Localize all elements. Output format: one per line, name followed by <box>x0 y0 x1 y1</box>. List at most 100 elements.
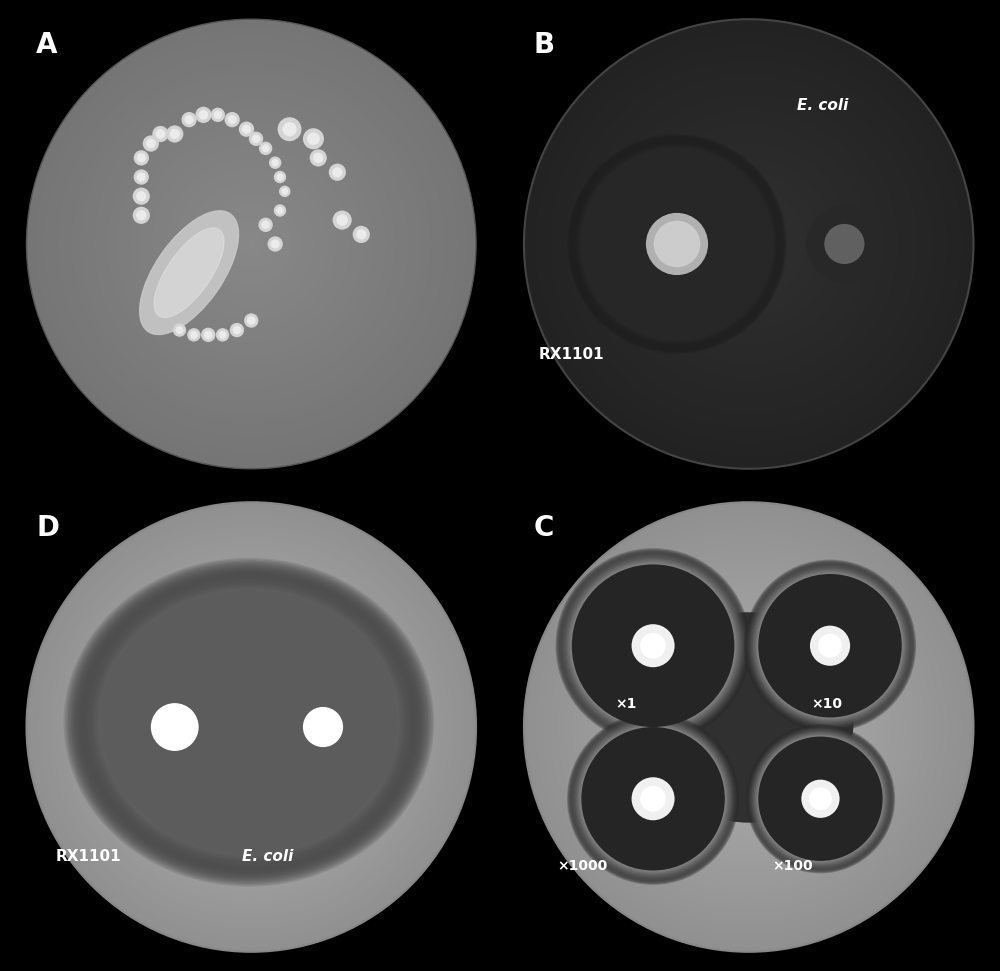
Circle shape <box>663 158 835 330</box>
Circle shape <box>303 707 343 747</box>
Circle shape <box>578 723 729 874</box>
Circle shape <box>651 629 846 824</box>
Circle shape <box>599 577 899 877</box>
Circle shape <box>148 141 355 348</box>
Circle shape <box>570 562 737 729</box>
Circle shape <box>546 42 951 447</box>
Circle shape <box>741 720 756 734</box>
Ellipse shape <box>65 559 433 886</box>
Circle shape <box>580 558 917 895</box>
Circle shape <box>754 570 906 721</box>
Circle shape <box>632 777 675 820</box>
Circle shape <box>247 240 256 249</box>
Circle shape <box>591 570 906 885</box>
Circle shape <box>595 574 902 881</box>
Circle shape <box>681 177 816 312</box>
Circle shape <box>139 132 364 356</box>
Ellipse shape <box>69 563 428 882</box>
Circle shape <box>565 544 932 911</box>
Circle shape <box>220 213 283 276</box>
Circle shape <box>818 634 842 657</box>
Circle shape <box>203 679 300 776</box>
Circle shape <box>156 129 165 139</box>
Circle shape <box>543 521 955 933</box>
Circle shape <box>685 663 812 790</box>
Circle shape <box>79 554 424 899</box>
Circle shape <box>62 55 440 433</box>
Circle shape <box>558 551 748 741</box>
Text: RX1101: RX1101 <box>538 347 604 362</box>
Circle shape <box>133 187 150 205</box>
Circle shape <box>748 726 893 871</box>
Circle shape <box>169 645 334 810</box>
Circle shape <box>572 718 734 880</box>
Circle shape <box>752 731 888 867</box>
Circle shape <box>176 326 184 334</box>
Circle shape <box>685 181 812 308</box>
Circle shape <box>719 214 779 274</box>
Circle shape <box>567 560 739 731</box>
Circle shape <box>161 154 341 334</box>
Circle shape <box>747 562 913 729</box>
Circle shape <box>26 502 476 952</box>
Circle shape <box>751 566 909 725</box>
Circle shape <box>571 138 783 351</box>
Circle shape <box>670 649 827 806</box>
Circle shape <box>184 659 319 794</box>
Circle shape <box>576 72 921 417</box>
Circle shape <box>606 102 891 386</box>
Circle shape <box>550 528 947 925</box>
Circle shape <box>578 724 728 873</box>
Circle shape <box>157 150 346 338</box>
Circle shape <box>756 572 904 720</box>
Circle shape <box>757 736 883 861</box>
Circle shape <box>758 574 902 718</box>
Ellipse shape <box>98 588 400 856</box>
Circle shape <box>259 142 272 155</box>
Circle shape <box>130 122 373 365</box>
Text: ×1000: ×1000 <box>557 859 608 874</box>
Circle shape <box>333 211 352 229</box>
Circle shape <box>560 552 746 739</box>
Circle shape <box>150 626 352 828</box>
Ellipse shape <box>64 557 434 887</box>
Text: A: A <box>36 31 58 58</box>
Circle shape <box>136 191 146 201</box>
Circle shape <box>271 159 279 166</box>
Ellipse shape <box>95 586 403 859</box>
Circle shape <box>261 220 270 229</box>
Circle shape <box>633 128 865 360</box>
Ellipse shape <box>101 590 397 854</box>
Circle shape <box>640 633 666 658</box>
Circle shape <box>233 708 270 746</box>
Ellipse shape <box>86 578 412 867</box>
Circle shape <box>199 110 208 119</box>
Circle shape <box>248 723 255 731</box>
Circle shape <box>711 207 786 282</box>
Circle shape <box>94 570 409 885</box>
Circle shape <box>666 161 831 326</box>
Circle shape <box>693 187 805 300</box>
Ellipse shape <box>90 582 408 863</box>
Circle shape <box>152 145 350 343</box>
Circle shape <box>734 229 764 259</box>
Circle shape <box>574 141 780 347</box>
Circle shape <box>216 328 229 342</box>
Circle shape <box>625 603 872 851</box>
Circle shape <box>614 109 884 379</box>
Circle shape <box>112 105 391 384</box>
Circle shape <box>187 328 201 342</box>
Circle shape <box>206 199 296 289</box>
Circle shape <box>752 567 908 724</box>
Circle shape <box>165 641 337 813</box>
Circle shape <box>599 94 899 394</box>
Circle shape <box>528 506 970 948</box>
Circle shape <box>64 540 439 915</box>
Circle shape <box>215 208 287 280</box>
Circle shape <box>543 38 955 450</box>
Circle shape <box>236 712 266 742</box>
Circle shape <box>211 108 225 122</box>
Circle shape <box>356 229 366 240</box>
Circle shape <box>239 121 254 137</box>
Circle shape <box>578 146 776 343</box>
